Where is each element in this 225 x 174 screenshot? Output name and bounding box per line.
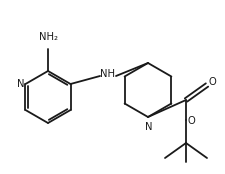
Text: O: O: [207, 77, 215, 87]
Text: O: O: [186, 116, 194, 126]
Text: N: N: [17, 79, 24, 89]
Text: NH₂: NH₂: [39, 32, 58, 42]
Text: N: N: [145, 122, 152, 132]
Text: NH: NH: [100, 69, 115, 79]
